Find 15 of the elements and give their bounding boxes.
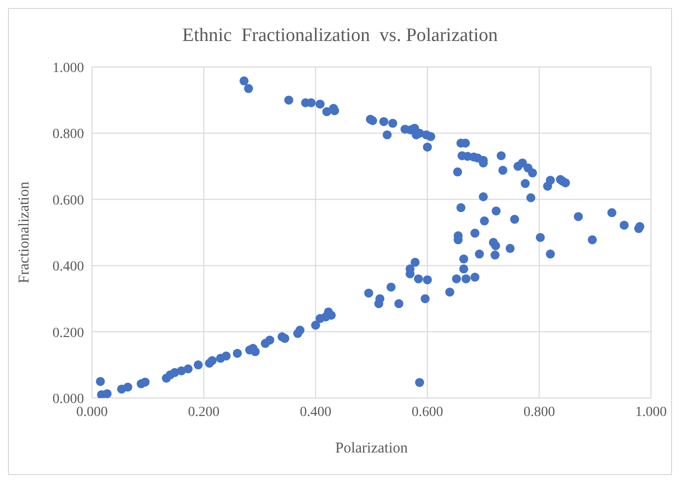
y-tick-label: 0.600: [52, 193, 84, 208]
x-axis-title: Polarization: [335, 440, 408, 457]
y-axis-title: Fractionalization: [16, 181, 32, 284]
x-tick-label: 0.000: [76, 404, 108, 420]
y-tick-label: 0.000: [52, 392, 84, 407]
x-tick-label: 0.600: [412, 404, 444, 420]
x-tick-label: 0.200: [188, 404, 220, 420]
y-tick-label: 0.200: [52, 326, 84, 341]
y-tick-label: 0.400: [52, 260, 84, 275]
y-tick-label: 1.000: [52, 60, 84, 76]
chart-title: Ethnic Fractionalization vs. Polarization: [181, 25, 499, 47]
y-tick-label: 0.800: [52, 127, 84, 142]
x-tick-label: 0.400: [300, 404, 332, 420]
x-tick-label: 0.800: [523, 404, 555, 420]
x-tick-label: 1.000: [635, 404, 667, 420]
